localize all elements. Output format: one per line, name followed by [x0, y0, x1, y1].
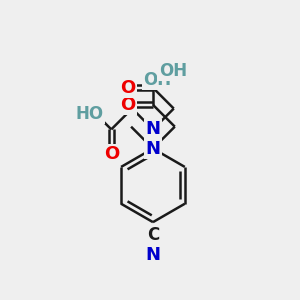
Text: O: O	[104, 146, 119, 164]
Text: OH: OH	[143, 71, 171, 89]
Text: N: N	[146, 140, 160, 158]
Text: OH: OH	[159, 62, 187, 80]
Text: N: N	[146, 245, 160, 263]
Text: C: C	[147, 226, 159, 244]
Text: HO: HO	[76, 105, 104, 123]
Text: O: O	[120, 79, 136, 97]
Text: O: O	[120, 96, 136, 114]
Text: N: N	[146, 120, 160, 138]
